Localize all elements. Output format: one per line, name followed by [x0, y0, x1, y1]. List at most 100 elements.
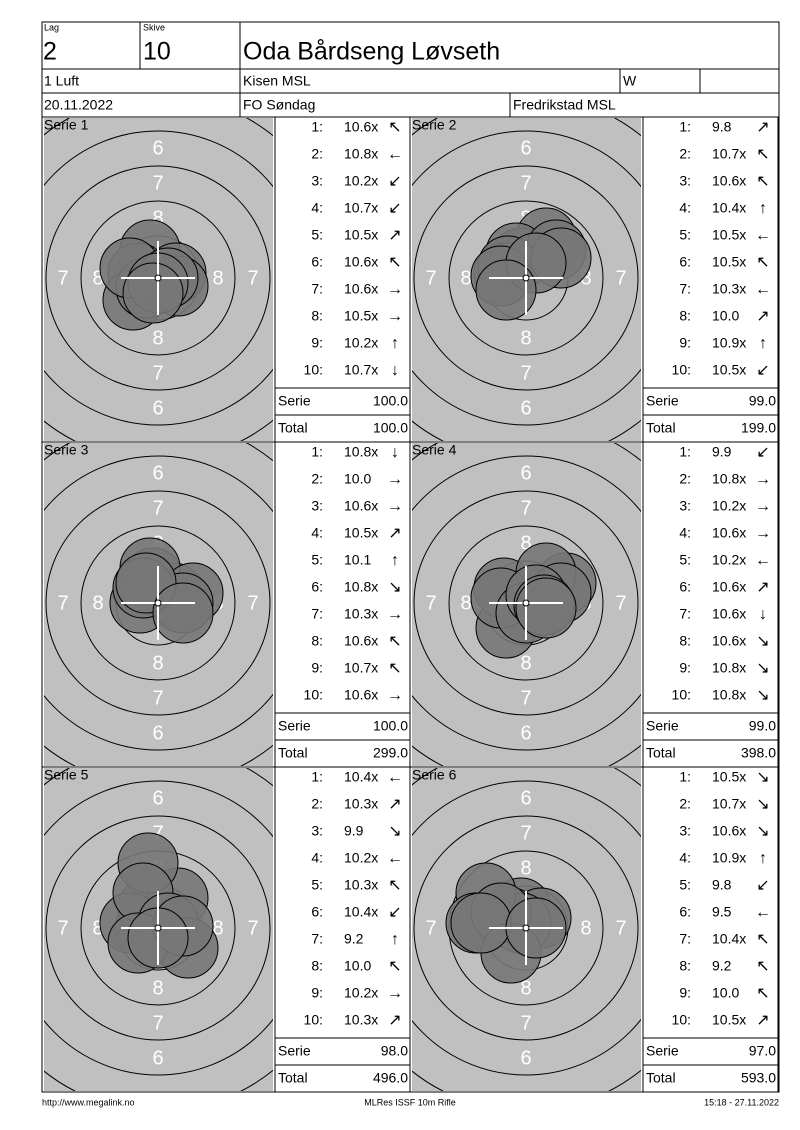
- center-mark: [154, 599, 162, 607]
- shot-direction: →: [387, 985, 403, 1002]
- shot-hole: [475, 259, 537, 321]
- shot-number: 3:: [311, 498, 323, 514]
- serie-label: Serie: [278, 393, 311, 409]
- shot-score: 10.8x: [344, 444, 378, 460]
- ring-label: 8: [212, 267, 223, 289]
- shot-direction: ←: [755, 227, 771, 244]
- ring-label: 6: [22, 592, 33, 614]
- shot-direction: ↗: [388, 525, 401, 542]
- shot-number: 7:: [311, 931, 323, 947]
- ring: [44, 455, 273, 751]
- shot-direction: ↘: [388, 823, 401, 840]
- total-score: 199.0: [741, 420, 776, 436]
- shot-number: 2:: [679, 471, 691, 487]
- ring-label: 6: [282, 592, 293, 614]
- shot-score: 10.2x: [344, 173, 378, 189]
- shot-direction: ↗: [388, 227, 401, 244]
- shot-number: 2:: [311, 471, 323, 487]
- shot-number: 5:: [679, 877, 691, 893]
- shot-score: 10.7x: [344, 362, 378, 378]
- shot-direction: ↖: [756, 931, 769, 948]
- shooter-name: Oda Bårdseng Løvseth: [243, 38, 500, 66]
- shot-score: 10.6x: [344, 633, 378, 649]
- total-label: Total: [278, 745, 308, 761]
- shot-hole: [515, 577, 577, 639]
- shot-direction: ←: [755, 281, 771, 298]
- ring: [448, 200, 604, 356]
- shot-direction: →: [387, 606, 403, 623]
- center-mark: [154, 274, 162, 282]
- shot-score: 9.9: [712, 444, 732, 460]
- shot-score: 10.7x: [712, 146, 746, 162]
- ring-label: 8: [152, 977, 163, 999]
- shot-direction: →: [387, 687, 403, 704]
- ring-label: 7: [425, 267, 436, 289]
- shot-number: 8:: [679, 308, 691, 324]
- shot-score: 10.3x: [344, 1012, 378, 1028]
- shot-number: 10:: [304, 1012, 323, 1028]
- shot-score: 10.6x: [712, 606, 746, 622]
- shot-number: 8:: [311, 633, 323, 649]
- ring-label: 8: [92, 592, 103, 614]
- shot-score: 10.3x: [344, 796, 378, 812]
- shot-direction: ↗: [756, 119, 769, 136]
- footer-timestamp: 15:18 - 27.11.2022: [704, 1097, 779, 1107]
- ring-label: 6: [152, 722, 163, 744]
- shot-direction: ↖: [388, 877, 401, 894]
- shot-direction: ↘: [388, 579, 401, 596]
- ring-label: 8: [520, 977, 531, 999]
- ring-label: 7: [520, 687, 531, 709]
- shot-number: 8:: [311, 958, 323, 974]
- shot-direction: ↖: [756, 254, 769, 271]
- lag-label: Lag: [44, 22, 59, 32]
- shot-score: 10.6x: [344, 687, 378, 703]
- shot-direction: →: [387, 498, 403, 515]
- ring-label: 6: [520, 137, 531, 159]
- serie-label: Serie: [646, 1043, 679, 1059]
- shot-direction: ↘: [756, 633, 769, 650]
- shot-direction: ↖: [756, 173, 769, 190]
- shot-direction: ↗: [756, 579, 769, 596]
- ring-label: 6: [152, 1047, 163, 1069]
- ring-label: 7: [57, 592, 68, 614]
- shot-number: 9:: [679, 335, 691, 351]
- shot-score: 10.0: [344, 958, 371, 974]
- shot-score: 10.6x: [712, 633, 746, 649]
- center-mark: [522, 924, 530, 932]
- ring-label: 6: [520, 397, 531, 419]
- shot-direction: ↓: [391, 362, 399, 379]
- header: Lag 2 Skive 10 Oda Bårdseng Løvseth 1 Lu…: [41, 21, 780, 118]
- ring: [412, 780, 641, 1076]
- shot-score: 10.4x: [344, 769, 378, 785]
- center-mark: [522, 274, 530, 282]
- shot-score: 10.3x: [344, 606, 378, 622]
- ring-label: 6: [152, 137, 163, 159]
- shot-number: 4:: [311, 850, 323, 866]
- shot-score: 10.1: [344, 552, 371, 568]
- ring-label: 7: [520, 497, 531, 519]
- shot-number: 4:: [311, 525, 323, 541]
- shot-number: 1:: [679, 769, 691, 785]
- ring-label: 7: [520, 172, 531, 194]
- ring-label: 8: [580, 267, 591, 289]
- shot-number: 2:: [679, 796, 691, 812]
- shot-number: 10:: [304, 362, 323, 378]
- ring: [44, 780, 273, 1076]
- shot-score: 10.8x: [344, 579, 378, 595]
- shot-score: 10.6x: [712, 823, 746, 839]
- ring-label: 7: [247, 917, 258, 939]
- shot-direction: ↗: [388, 796, 401, 813]
- shot-score: 10.3x: [712, 281, 746, 297]
- serie-score: 99.0: [749, 393, 776, 409]
- shot-number: 10:: [672, 687, 691, 703]
- shot-number: 10:: [304, 687, 323, 703]
- total-label: Total: [646, 420, 676, 436]
- ring-label: 7: [425, 917, 436, 939]
- shot-direction: ↖: [756, 146, 769, 163]
- shot-direction: ↖: [388, 119, 401, 136]
